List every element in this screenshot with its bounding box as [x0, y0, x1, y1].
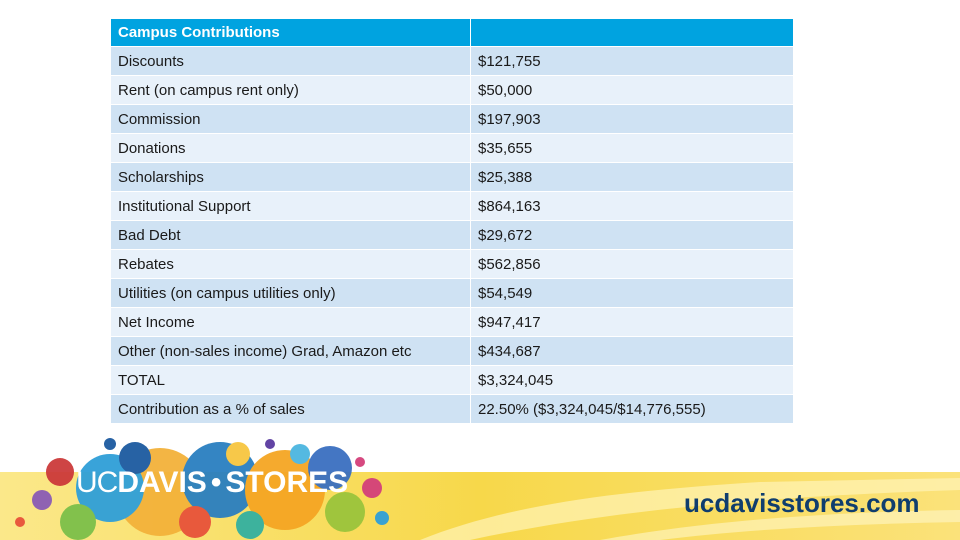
- website-url: ucdavisstores.com: [684, 488, 920, 518]
- row-label: Donations: [110, 133, 471, 163]
- row-label: Commission: [110, 104, 471, 134]
- row-value: 22.50% ($3,324,045/$14,776,555): [470, 394, 794, 424]
- row-label: Other (non-sales income) Grad, Amazon et…: [110, 336, 471, 366]
- row-label: TOTAL: [110, 365, 471, 395]
- table-row: Institutional Support $864,163: [110, 191, 794, 221]
- table-row: Utilities (on campus utilities only) $54…: [110, 278, 794, 308]
- logo-stores: STORES: [225, 466, 349, 499]
- table-row: Donations $35,655: [110, 133, 794, 163]
- table-row-percentage: Contribution as a % of sales 22.50% ($3,…: [110, 394, 794, 424]
- table-row: Commission $197,903: [110, 104, 794, 134]
- row-value: $947,417: [470, 307, 794, 337]
- wave-stripe: [600, 510, 960, 540]
- row-value: $50,000: [470, 75, 794, 105]
- row-value: $54,549: [470, 278, 794, 308]
- row-value: $25,388: [470, 162, 794, 192]
- logo-uc: UC: [76, 466, 118, 499]
- table-header-value: [470, 18, 794, 47]
- table-row: Other (non-sales income) Grad, Amazon et…: [110, 336, 794, 366]
- table-row: Rent (on campus rent only) $50,000: [110, 75, 794, 105]
- row-label: Discounts: [110, 46, 471, 76]
- bubble-cluster: [15, 438, 389, 540]
- row-label: Institutional Support: [110, 191, 471, 221]
- row-label: Rebates: [110, 249, 471, 279]
- row-value: $35,655: [470, 133, 794, 163]
- row-value: $562,856: [470, 249, 794, 279]
- row-value: $121,755: [470, 46, 794, 76]
- row-label: Bad Debt: [110, 220, 471, 250]
- table-header-row: Campus Contributions: [110, 18, 794, 47]
- logo-dot: •: [210, 466, 222, 499]
- table-row: Discounts $121,755: [110, 46, 794, 76]
- footer-banner: [0, 430, 960, 540]
- row-value: $197,903: [470, 104, 794, 134]
- row-label: Rent (on campus rent only): [110, 75, 471, 105]
- row-value: $3,324,045: [470, 365, 794, 395]
- campus-contributions-table: Campus Contributions Discounts $121,755 …: [110, 18, 794, 424]
- table-row: Bad Debt $29,672: [110, 220, 794, 250]
- footer-decoration: [0, 438, 960, 540]
- row-label: Contribution as a % of sales: [110, 394, 471, 424]
- table-row: Scholarships $25,388: [110, 162, 794, 192]
- row-value: $434,687: [470, 336, 794, 366]
- row-label: Net Income: [110, 307, 471, 337]
- table-row-total: TOTAL $3,324,045: [110, 365, 794, 395]
- logo-davis: DAVIS: [117, 466, 207, 499]
- wave-stripe: [420, 478, 960, 540]
- row-label: Utilities (on campus utilities only): [110, 278, 471, 308]
- table-row: Net Income $947,417: [110, 307, 794, 337]
- row-value: $864,163: [470, 191, 794, 221]
- table-header-label: Campus Contributions: [110, 18, 471, 47]
- uc-davis-stores-logo: UCDAVIS • STORES: [76, 466, 348, 500]
- table-row: Rebates $562,856: [110, 249, 794, 279]
- row-label: Scholarships: [110, 162, 471, 192]
- row-value: $29,672: [470, 220, 794, 250]
